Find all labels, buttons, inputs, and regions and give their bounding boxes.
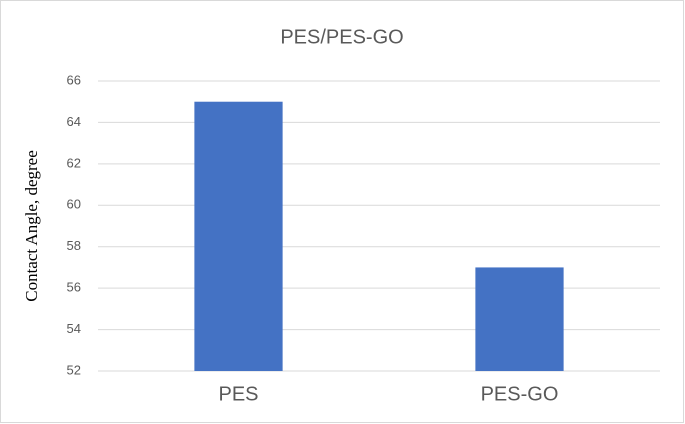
x-tick-label: PES [218,383,258,405]
y-tick-label: 60 [67,197,81,212]
chart-title: PES/PES-GO [280,26,403,48]
y-tick-label: 62 [67,155,81,170]
y-tick-label: 64 [67,114,81,129]
y-tick-label: 66 [67,72,81,87]
y-axis-label: Contact Angle, degree [22,150,41,302]
y-tick-label: 56 [67,280,81,295]
bar [194,101,283,371]
y-tick-label: 58 [67,238,81,253]
y-tick-label: 52 [67,362,81,377]
x-tick-label: PES-GO [481,383,559,405]
y-tick-label: 54 [67,321,81,336]
bar [475,267,564,371]
